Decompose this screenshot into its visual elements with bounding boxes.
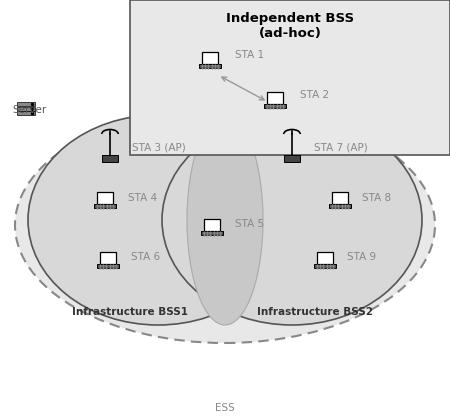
Bar <box>17 111 35 115</box>
Bar <box>317 252 333 264</box>
Text: STA 6: STA 6 <box>131 252 160 262</box>
Bar <box>332 192 348 204</box>
Ellipse shape <box>187 115 263 325</box>
Text: STA 8: STA 8 <box>362 193 391 203</box>
Bar <box>97 192 113 204</box>
Ellipse shape <box>28 115 288 325</box>
Bar <box>329 204 351 208</box>
Ellipse shape <box>15 107 435 343</box>
Bar <box>94 204 116 208</box>
Ellipse shape <box>162 115 422 325</box>
Bar <box>17 102 35 106</box>
Text: Server: Server <box>12 105 46 115</box>
Text: STA 3 (AP): STA 3 (AP) <box>132 143 186 153</box>
Text: STA 1: STA 1 <box>235 50 264 60</box>
Text: Infrastructure BSS2: Infrastructure BSS2 <box>257 307 373 317</box>
Bar <box>203 219 220 231</box>
Text: Independent BSS
(ad-hoc): Independent BSS (ad-hoc) <box>226 12 354 40</box>
Bar <box>201 231 223 235</box>
Bar <box>266 92 284 104</box>
Text: Infrastructure BSS1: Infrastructure BSS1 <box>72 307 188 317</box>
FancyArrowPatch shape <box>222 77 264 100</box>
Bar <box>314 264 336 268</box>
FancyBboxPatch shape <box>130 0 450 155</box>
Text: STA 9: STA 9 <box>347 252 376 262</box>
Text: STA 2: STA 2 <box>300 90 329 100</box>
Bar <box>199 64 221 68</box>
Text: STA 5: STA 5 <box>235 219 264 229</box>
Text: ESS: ESS <box>215 403 235 413</box>
Bar <box>102 155 118 162</box>
Bar <box>99 252 117 264</box>
Bar <box>284 155 300 162</box>
Bar <box>17 107 35 110</box>
Bar <box>202 52 218 64</box>
Text: STA 7 (AP): STA 7 (AP) <box>314 143 368 153</box>
Bar <box>264 104 286 108</box>
Text: STA 4: STA 4 <box>128 193 157 203</box>
Bar <box>97 264 119 268</box>
